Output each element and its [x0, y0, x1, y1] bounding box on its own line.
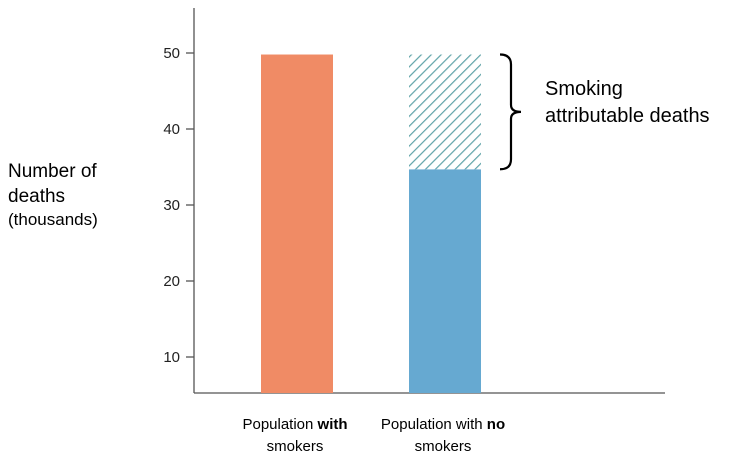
- y-tick-label: 10: [163, 349, 180, 366]
- bar: [261, 54, 333, 394]
- bar: [409, 169, 481, 393]
- annotation-line2: attributable deaths: [545, 105, 710, 127]
- bars: [261, 54, 481, 394]
- category-label-pre: Population: [242, 416, 318, 433]
- y-axis: 10 20 30 40 50: [163, 8, 195, 393]
- annotation-label: Smoking attributable deaths: [545, 76, 710, 130]
- x-category-label-with-smokers: Population with smokers: [220, 414, 370, 458]
- annotation-line1: Smoking: [545, 78, 623, 100]
- category-label-bold: with: [317, 416, 348, 433]
- y-axis-label-line2: deaths: [8, 185, 66, 207]
- y-axis-label-line3: (thousands): [8, 210, 98, 230]
- y-axis-label-line1: Number of: [8, 161, 97, 182]
- category-label-pre: Population with: [380, 416, 487, 433]
- x-category-label-no-smokers: Population with no smokers: [368, 414, 518, 458]
- category-label-bold: no: [486, 416, 506, 433]
- annotation-brace: [499, 53, 522, 171]
- y-axis-label: Number of deaths (thousands): [8, 160, 128, 231]
- y-tick-label: 50: [163, 45, 180, 62]
- category-label-post: smokers: [414, 437, 472, 455]
- y-tick-label: 30: [163, 197, 180, 214]
- bar-stacked-hatched: [409, 54, 481, 170]
- y-tick-label: 40: [163, 121, 180, 138]
- category-label-post: smokers: [266, 437, 324, 455]
- y-tick-label: 20: [163, 273, 180, 290]
- brace-path: [499, 53, 522, 171]
